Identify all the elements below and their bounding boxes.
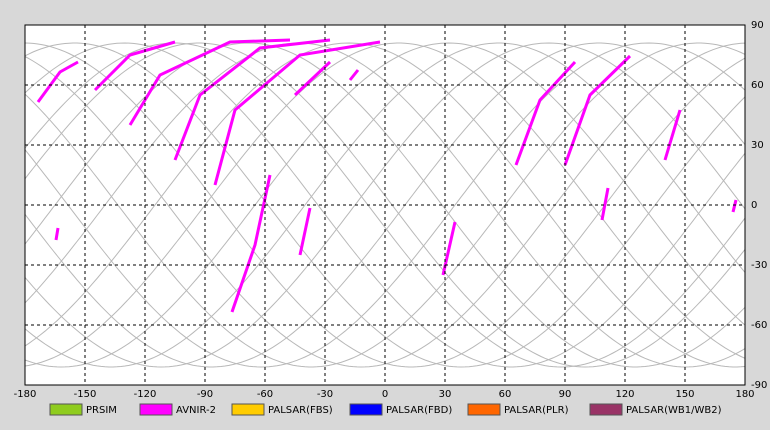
acquisition-strip [213,40,381,186]
x-tick-label: 120 [615,389,634,400]
y-tick-label: 0 [751,200,757,211]
x-tick-label: -90 [197,389,213,400]
acquisition-strip [36,60,79,103]
acquisition-strip [663,109,682,161]
x-tick-label: -180 [14,389,37,400]
legend-swatch [49,403,83,416]
x-tick-label: -60 [257,389,273,400]
legend-label: AVNIR-2 [176,405,216,416]
acquisition-strip [230,174,272,313]
acquisition-strip [563,54,632,166]
y-tick-label: -30 [751,260,767,271]
acquisition-strip [600,187,610,221]
x-tick-label: 90 [559,389,572,400]
acquisition-strip [93,40,176,92]
legend-label: PALSAR(PLR) [504,405,569,416]
legend-swatch [589,403,623,416]
legend-label: PALSAR(WB1/WB2) [626,405,722,416]
legend-label: PRSIM [86,405,117,416]
y-tick-label: -90 [751,380,767,391]
x-tick-label: -30 [317,389,333,400]
legend-swatch [231,403,265,416]
legend: PRSIM AVNIR-2 PALSAR(FBS) PALSAR(FBD) PALSAR… [49,403,722,416]
ground-track [24,42,746,368]
legend-label: PALSAR(FBD) [386,405,452,416]
x-tick-label: -120 [134,389,157,400]
x-tick-label: 0 [382,389,388,400]
legend-swatch [467,403,501,416]
tick-labels: -180 -150 -120 -90 -60 -30 0 30 60 90 120 150 180 90 6… [14,20,768,400]
x-tick-label: 150 [675,389,694,400]
legend-swatch [139,403,173,416]
y-tick-label: 60 [751,80,764,91]
y-tick-label: 90 [751,20,764,31]
x-tick-label: 60 [499,389,512,400]
acquisition-strip [173,38,331,161]
legend-swatch [349,403,383,416]
acquisition-strip [298,207,312,256]
x-tick-label: 30 [439,389,452,400]
acquisition-strip [514,60,577,166]
legend-label: PALSAR(FBS) [268,405,333,416]
x-tick-label: 180 [735,389,754,400]
x-tick-label: -150 [74,389,97,400]
y-tick-label: -60 [751,320,767,331]
y-tick-label: 30 [751,140,764,151]
acquisition-strip [54,227,60,241]
acquisition-strip [731,199,738,213]
plot-frame [24,24,746,386]
acquisition-strip [293,60,332,97]
acquisition-strip [348,69,360,81]
